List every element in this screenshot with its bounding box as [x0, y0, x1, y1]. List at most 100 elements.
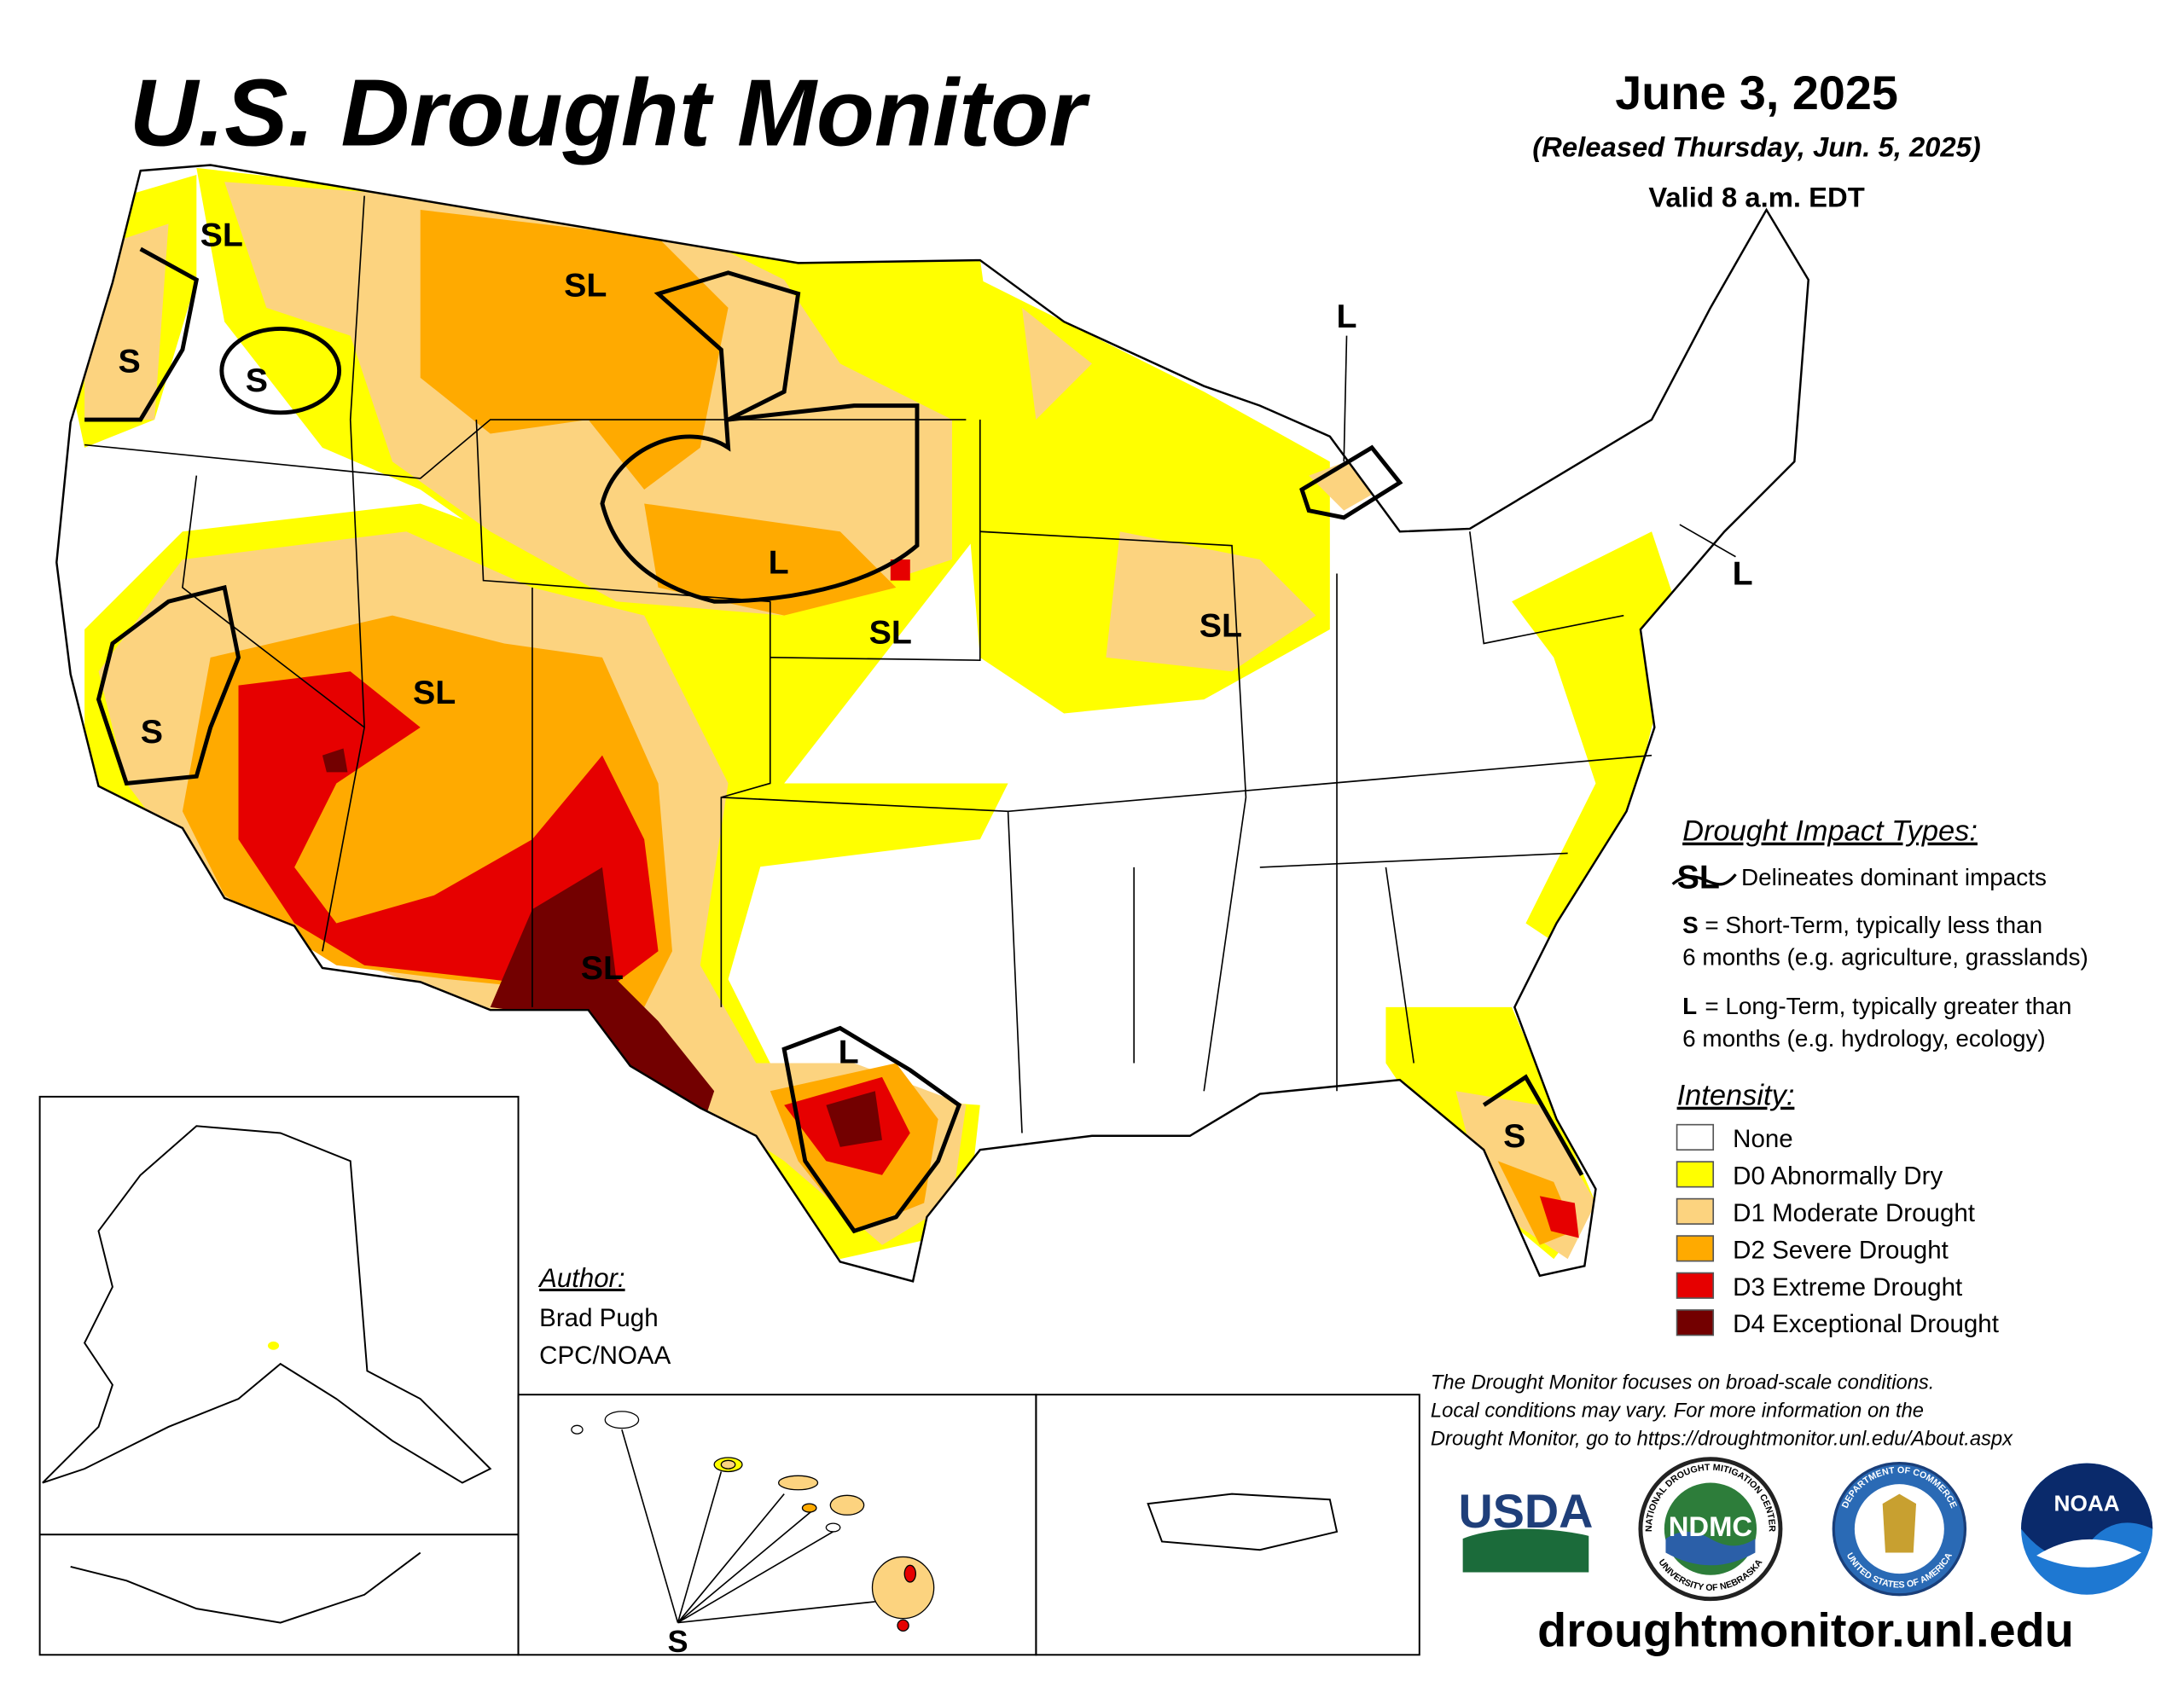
legend-swatch — [1676, 1197, 1715, 1225]
author-name: Brad Pugh — [539, 1304, 658, 1332]
impact-label: L — [1336, 298, 1356, 335]
legend-swatch — [1676, 1161, 1715, 1188]
island — [801, 1503, 817, 1513]
drought-area — [1106, 531, 1316, 672]
drought-area — [890, 559, 910, 581]
hawaii-leaders — [621, 1429, 875, 1624]
drought-area — [1021, 307, 1092, 420]
impact-line — [1299, 444, 1403, 520]
hawaii-islands: S — [267, 1341, 935, 1659]
intensity-legend: None D0 Abnormally Dry D1 Moderate Drought… — [1676, 1123, 1999, 1338]
island — [903, 1564, 916, 1583]
long-term-text: 6 months (e.g. hydrology, ecology) — [1682, 1025, 2046, 1052]
author-heading: Author: — [537, 1263, 624, 1293]
legend-label: D2 Severe Drought — [1733, 1236, 1949, 1264]
impact-symbol-text: Delineates dominant impacts — [1741, 864, 2047, 890]
island — [571, 1424, 584, 1435]
legend-swatch — [1676, 1272, 1715, 1299]
doc-logo: DEPARTMENT OF COMMERCE UNITED STATES OF … — [1832, 1461, 1967, 1597]
puerto-rico-inset — [1035, 1394, 1420, 1656]
state-line — [475, 420, 771, 1007]
noaa-top — [2021, 1463, 2153, 1557]
drought-area — [490, 867, 715, 1133]
usda-logo: USDA — [1458, 1485, 1593, 1573]
long-term-key: L — [1682, 993, 1697, 1019]
legend-label: D4 Exceptional Drought — [1733, 1310, 1999, 1338]
impact-line — [219, 326, 342, 415]
drought-area — [1539, 1196, 1579, 1238]
state-lines — [84, 195, 1653, 1133]
island — [720, 1459, 736, 1470]
valid-time: Valid 8 a.m. EDT — [1648, 182, 1864, 213]
state-line — [1385, 867, 1415, 1064]
impact-label: SL — [564, 267, 607, 304]
impact-legend-heading: Drought Impact Types: — [1682, 815, 1978, 848]
doc-eagle — [1882, 1493, 1917, 1553]
disclaimer-line: The Drought Monitor focuses on broad-sca… — [1431, 1371, 1934, 1394]
alaska-inset — [38, 1095, 520, 1656]
island — [897, 1619, 909, 1632]
leader-line — [677, 1471, 723, 1623]
impact-label: L — [839, 1034, 859, 1071]
disclaimer-line: Drought Monitor, go to https://droughtmo… — [1431, 1427, 2013, 1450]
legend-label: D0 Abnormally Dry — [1733, 1162, 1943, 1190]
impact-label: S — [246, 362, 268, 399]
conus-map: SL S S SL L L SL SL L SL S SL L S — [55, 164, 1809, 1283]
island — [829, 1494, 865, 1516]
island — [267, 1341, 280, 1350]
site-url: droughtmonitor.unl.edu — [1537, 1603, 2074, 1656]
impact-label: S — [141, 713, 163, 751]
release-date: (Released Thursday, Jun. 5, 2025) — [1532, 131, 1981, 163]
usda-logo-field — [1462, 1528, 1589, 1573]
impact-label: S — [667, 1624, 688, 1659]
drought-area — [1512, 531, 1680, 952]
short-term-key: S — [1682, 912, 1699, 938]
legend-label: D1 Moderate Drought — [1733, 1199, 1975, 1227]
leader-line — [1679, 524, 1736, 558]
impact-symbol-line — [1671, 873, 1737, 886]
legend-swatch — [1676, 1123, 1715, 1151]
legend-label: None — [1733, 1125, 1793, 1153]
leader-line — [677, 1527, 841, 1624]
insets — [38, 1095, 1420, 1656]
state-line — [84, 419, 967, 479]
impact-label: SL — [581, 949, 624, 987]
ndmc-water — [1665, 1531, 1756, 1566]
leader-line — [1343, 335, 1348, 462]
island — [777, 1475, 819, 1491]
ndmc-logo-text: NDMC — [1669, 1510, 1752, 1542]
impact-labels: SL S S SL L L SL SL L SL S SL L S — [118, 217, 1752, 1155]
disclaimer-line: Local conditions may vary. For more info… — [1431, 1399, 1924, 1422]
state-line — [322, 195, 365, 952]
island — [871, 1556, 935, 1620]
noaa-logo: NOAA — [2021, 1463, 2153, 1595]
long-term-text: = Long-Term, typically greater than — [1705, 993, 2071, 1019]
impact-line — [84, 246, 200, 422]
state-line — [182, 475, 365, 728]
leader-line — [621, 1429, 679, 1623]
aleutians — [70, 1551, 421, 1624]
state-line — [770, 420, 981, 661]
title: U.S. Drought Monitor — [130, 60, 1091, 166]
impact-line — [96, 584, 241, 786]
state-line — [1259, 852, 1568, 868]
drought-area — [644, 783, 1008, 867]
alaska-shape — [42, 1125, 492, 1484]
impact-label: L — [1733, 555, 1753, 593]
impact-line — [781, 1025, 962, 1234]
impact-label: SL — [1199, 606, 1242, 644]
author-org: CPC/NOAA — [539, 1342, 671, 1370]
drought-area — [826, 1091, 882, 1147]
puerto-rico-shape — [1147, 1493, 1339, 1551]
short-term-text: = Short-Term, typically less than — [1705, 912, 2042, 938]
state-line — [1008, 754, 1653, 813]
impact-label: S — [118, 342, 140, 380]
leader-line — [677, 1510, 813, 1624]
impact-label: SL — [200, 217, 243, 254]
impact-leader-lines — [1343, 335, 1736, 558]
ndmc-logo: NDMC NATIONAL DROUGHT MITIGATION CENTER … — [1638, 1457, 1783, 1602]
impact-label: SL — [413, 674, 456, 711]
impact-line — [600, 270, 920, 604]
